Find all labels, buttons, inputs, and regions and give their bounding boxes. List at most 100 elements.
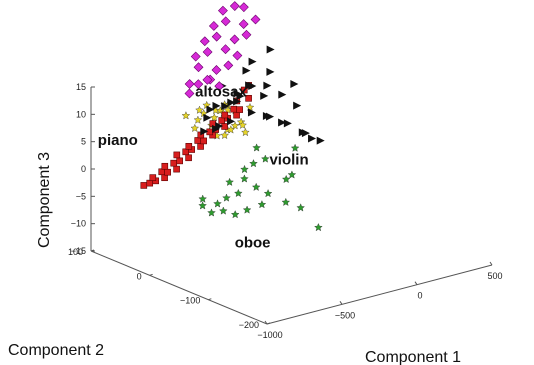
altosax-point (190, 123, 200, 133)
guitar-point (184, 88, 195, 99)
piano-point (146, 179, 154, 187)
guitar-point (202, 74, 213, 85)
violin-point (316, 136, 325, 145)
y-tick-mark (266, 322, 271, 325)
altosax-point (238, 120, 247, 129)
violin-point (248, 57, 257, 66)
violin-point (290, 79, 299, 88)
oboe-point (240, 174, 249, 183)
piano-point (173, 165, 180, 173)
series-labels: altosaxpianooboeviolinguitar (98, 84, 309, 252)
violin-point (206, 105, 215, 114)
guitar-point (208, 21, 219, 31)
piano-point (185, 143, 193, 150)
violin-point (221, 102, 230, 111)
x-tick-mark (339, 301, 343, 305)
piano-point (161, 162, 169, 170)
z-tick-label: 0 (81, 164, 86, 174)
guitar-point (211, 65, 222, 75)
series-label-altosax: altosax (195, 84, 247, 101)
piano-point (206, 128, 214, 136)
piano-point (221, 111, 229, 119)
oboe-point (213, 199, 222, 208)
x-axis-line (266, 264, 493, 325)
guitar-point (190, 51, 201, 62)
guitar-point (218, 5, 228, 16)
piano-point (158, 168, 166, 176)
y-tick-label: −200 (239, 320, 259, 330)
guitar-point (232, 50, 243, 61)
oboe-point (222, 193, 231, 202)
oboe-point (260, 154, 270, 163)
violin-point (236, 92, 245, 101)
x-tick-mark (489, 261, 493, 266)
guitar-point (211, 31, 222, 42)
x-axis-title: Component 1 (365, 349, 461, 365)
z-tick-label: 15 (76, 82, 86, 92)
violin-point (227, 117, 236, 126)
violin-point (301, 129, 310, 138)
x-tick-mark (414, 281, 418, 285)
oboe-point (198, 194, 207, 203)
guitar-point (214, 81, 225, 92)
y-tick-label: 100 (68, 247, 83, 257)
x-tick-label: −500 (335, 310, 355, 320)
oboe-point (314, 222, 323, 232)
x-tick-label: 500 (487, 271, 502, 281)
oboe-point (230, 210, 240, 219)
guitar-point (193, 79, 204, 90)
oboe-point (251, 182, 261, 191)
z-axis-title: Component 3 (36, 152, 53, 248)
oboe-point (198, 201, 207, 210)
violin-point (203, 113, 212, 122)
altosax-point (181, 111, 191, 120)
piano-point (245, 95, 252, 102)
x-tick-mark (264, 320, 268, 325)
y-tick-mark (149, 273, 153, 276)
z-tick-label: 10 (76, 109, 86, 119)
series-label-piano: piano (98, 132, 138, 149)
violin-point (212, 101, 221, 110)
z-tick-label: −10 (71, 219, 86, 229)
violin-point (263, 81, 272, 90)
violin-point (260, 91, 269, 100)
y-axis-title: Component 2 (8, 342, 104, 359)
piano-point (176, 157, 183, 165)
z-tick-label: −15 (71, 246, 86, 256)
violin-point (266, 67, 275, 76)
oboe-point (234, 188, 243, 198)
violin-point (293, 101, 302, 110)
data-points (140, 0, 325, 232)
violin-point (247, 108, 256, 117)
piano-point (240, 86, 248, 94)
piano-point (149, 174, 157, 181)
oboe-point (240, 164, 249, 174)
violin-point (278, 90, 287, 99)
violin-point (248, 82, 257, 91)
violin-point (278, 118, 287, 127)
piano-point (161, 174, 168, 182)
altosax-point (193, 115, 203, 124)
z-tick-label: 5 (81, 137, 86, 147)
violin-point (233, 97, 242, 106)
piano-point (197, 143, 204, 150)
guitar-point (223, 60, 234, 71)
guitar-point (220, 44, 231, 55)
guitar-point (229, 34, 240, 45)
z-tick-label: −5 (76, 191, 86, 201)
violin-point (283, 119, 292, 128)
oboe-point (249, 159, 258, 168)
y-tick-mark (90, 249, 95, 252)
piano-point (170, 159, 178, 167)
piano-point (236, 106, 243, 113)
guitar-point (229, 1, 240, 11)
y-tick-mark (208, 298, 212, 301)
oboe-point (296, 203, 305, 212)
violin-point (308, 134, 317, 143)
altosax-point (210, 113, 219, 122)
violin-point (227, 98, 236, 107)
guitar-point (220, 16, 231, 27)
violin-point (200, 127, 209, 136)
guitar-point (202, 47, 213, 57)
